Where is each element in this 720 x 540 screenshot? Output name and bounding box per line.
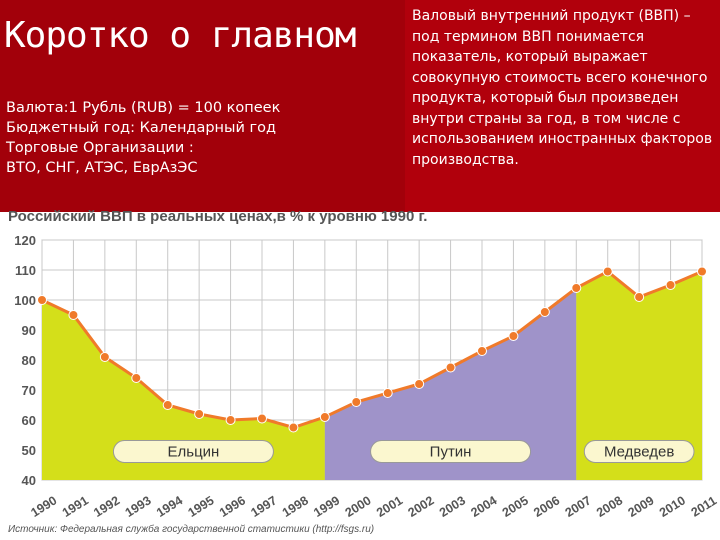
data-point	[37, 295, 47, 305]
gdp-series	[37, 266, 707, 433]
data-point	[225, 415, 236, 425]
period-badge	[583, 440, 695, 463]
data-point	[319, 412, 330, 422]
data-point	[162, 400, 173, 410]
x-tick-label: 2006	[531, 493, 562, 520]
info-budget-year: Бюджетный год: Календарный год	[6, 120, 277, 136]
x-tick-label: 1999	[311, 493, 342, 520]
x-tick-label: 1993	[123, 493, 154, 520]
period-area-1	[42, 300, 325, 480]
x-axis-ticks: 1990 1991 1992 1993 1994 1995 1996 1997 1998 1999…	[28, 493, 719, 520]
y-tick-label: 60	[22, 413, 36, 428]
y-tick-label: 50	[22, 443, 36, 458]
y-tick-label: 80	[22, 353, 36, 368]
slide-title: Коротко о главном	[4, 15, 356, 56]
x-tick-label: 2008	[594, 493, 625, 520]
period-label: Путин	[430, 444, 472, 461]
data-point	[602, 266, 613, 277]
x-tick-label: 2004	[468, 493, 499, 520]
y-tick-label: 90	[22, 323, 36, 338]
period-badge	[370, 440, 532, 463]
y-tick-label: 110	[15, 263, 36, 278]
x-tick-label: 1994	[154, 493, 185, 520]
x-tick-label: 1992	[91, 493, 122, 520]
data-point	[68, 310, 79, 320]
x-tick-label: 1998	[280, 493, 311, 520]
data-point	[508, 331, 519, 341]
x-tick-label: 1990	[28, 493, 59, 520]
x-tick-label: 2005	[500, 493, 531, 520]
data-point	[351, 397, 362, 407]
chart-title: Российский ВВП в реальных ценах,в % к ур…	[8, 208, 428, 225]
gdp-chart: Ельцин Путин Медведев 40 50 60 70 80 90 100 110 12…	[14, 233, 719, 520]
period-label: Медведев	[604, 444, 674, 461]
data-point	[257, 413, 267, 424]
x-tick-label: 2003	[437, 493, 468, 520]
period-area-3	[576, 271, 702, 480]
gdp-definition: Валовый внутренний продукт (ВВП) – под т…	[412, 8, 713, 168]
data-point	[697, 266, 707, 277]
source-note: Источник: Федеральная служба государстве…	[8, 524, 375, 535]
info-trade-orgs: ВТО, СНГ, АТЭС, ЕврАзЭС	[6, 160, 198, 176]
data-point	[571, 283, 582, 293]
info-currency: Валюта:1 Рубль (RUB) = 100 копеек	[6, 100, 281, 116]
data-point	[99, 352, 110, 362]
y-tick-label: 100	[14, 293, 36, 308]
y-tick-label: 120	[14, 233, 36, 248]
data-point	[194, 409, 205, 419]
data-point	[414, 379, 425, 389]
x-tick-label: 2000	[343, 493, 374, 520]
x-tick-label: 1995	[186, 493, 217, 520]
period-labels: Ельцин Путин Медведев	[112, 440, 695, 463]
x-tick-label: 2002	[406, 493, 437, 520]
header-left-panel	[0, 0, 405, 212]
data-point	[634, 292, 645, 302]
info-block: Валюта:1 Рубль (RUB) = 100 копеек Бюджет…	[6, 98, 280, 178]
y-tick-label: 70	[22, 383, 36, 398]
data-point	[477, 346, 487, 356]
x-tick-label: 1996	[217, 493, 248, 520]
data-point	[665, 280, 676, 290]
y-axis-ticks: 40 50 60 70 80 90 100 110 120	[14, 233, 36, 488]
y-tick-label: 40	[22, 473, 36, 488]
x-tick-label: 2011	[689, 493, 719, 519]
x-tick-label: 2010	[657, 493, 688, 520]
data-point	[288, 422, 299, 433]
x-tick-label: 2001	[374, 493, 405, 520]
data-point	[445, 362, 456, 373]
gdp-line	[41, 269, 703, 430]
data-point	[131, 373, 142, 383]
data-point	[539, 307, 550, 317]
period-badge	[112, 440, 274, 463]
x-tick-label: 1991	[60, 493, 91, 520]
info-trade-orgs-label: Торговые Организации :	[6, 140, 194, 156]
data-point	[382, 388, 393, 398]
period-label: Ельцин	[168, 444, 220, 461]
x-tick-label: 2007	[563, 493, 594, 520]
x-tick-label: 1997	[248, 493, 279, 520]
x-tick-label: 2009	[626, 493, 657, 520]
